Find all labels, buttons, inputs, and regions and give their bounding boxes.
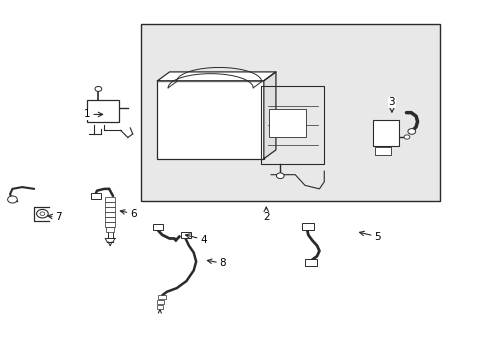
Bar (104, 217, 115, 222)
Bar (157, 305, 163, 309)
Text: 7: 7 (48, 212, 61, 222)
Polygon shape (264, 72, 275, 159)
Bar (180, 232, 191, 238)
Text: 5: 5 (359, 231, 380, 242)
Bar (301, 223, 313, 230)
Circle shape (37, 210, 48, 218)
Bar (152, 224, 163, 230)
Bar (157, 300, 164, 305)
Bar (374, 147, 390, 155)
Circle shape (403, 135, 409, 139)
Text: 1: 1 (84, 109, 102, 120)
Bar (106, 227, 114, 232)
Circle shape (407, 129, 415, 134)
Text: 8: 8 (207, 258, 225, 268)
Circle shape (95, 86, 102, 91)
Polygon shape (157, 72, 275, 81)
Bar (140, 24, 439, 201)
Bar (157, 81, 264, 159)
Circle shape (40, 212, 45, 215)
Bar (87, 100, 119, 122)
Bar (305, 260, 316, 266)
Circle shape (8, 196, 17, 203)
Text: 2: 2 (263, 207, 269, 222)
Bar (104, 202, 115, 207)
Bar (268, 109, 306, 137)
Text: 6: 6 (120, 209, 136, 219)
Circle shape (276, 173, 284, 179)
Bar (104, 212, 115, 217)
Bar (372, 120, 398, 146)
Bar (91, 193, 101, 199)
Text: 4: 4 (185, 234, 206, 244)
Bar (104, 222, 115, 227)
Bar (158, 295, 165, 299)
Bar (104, 207, 115, 212)
Bar (104, 197, 115, 202)
Text: 3: 3 (388, 97, 394, 112)
